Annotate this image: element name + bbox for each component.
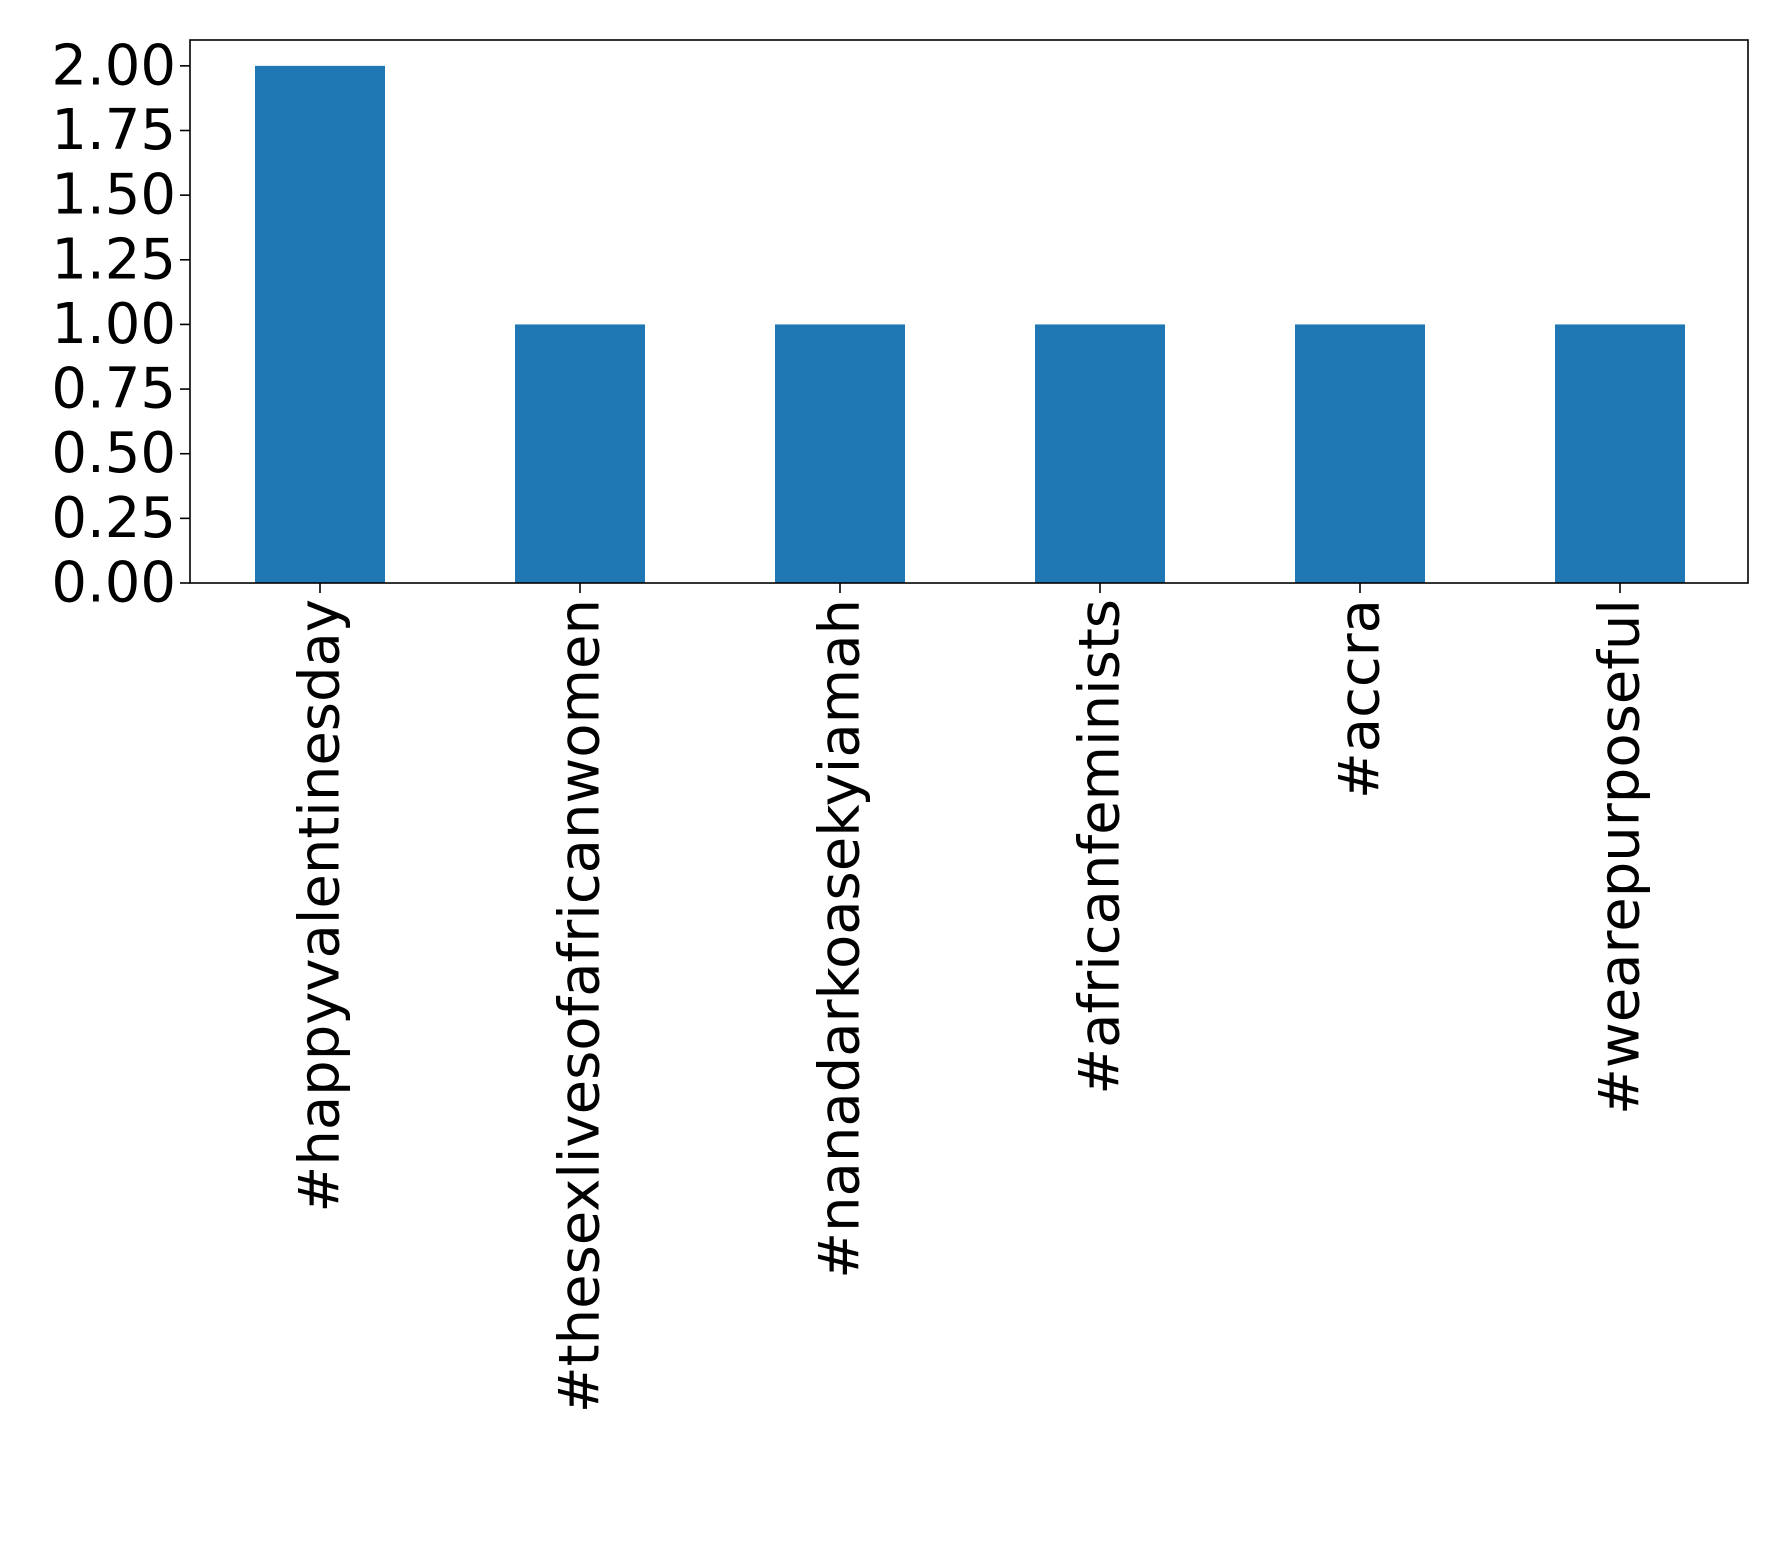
bars-layer (255, 65, 1685, 584)
y-tick-label: 1.75 (51, 98, 176, 163)
x-tick-label: #nanadarkoasekyiamah (808, 599, 873, 1279)
y-tick-label: 1.50 (51, 163, 176, 228)
bar-0 (255, 65, 385, 584)
x-tick-label: #happyvalentinesday (288, 599, 353, 1213)
y-tick-label: 0.00 (51, 551, 176, 616)
y-tick-label: 0.75 (51, 357, 176, 422)
y-axis: 0.000.250.500.751.001.251.501.752.00 (51, 33, 190, 616)
y-tick-label: 0.50 (51, 421, 176, 486)
bar-2 (775, 324, 905, 583)
y-tick-label: 0.25 (51, 486, 176, 551)
y-tick-label: 1.00 (51, 292, 176, 357)
y-tick-label: 2.00 (51, 33, 176, 98)
y-tick-label: 1.25 (51, 227, 176, 292)
bar-3 (1035, 324, 1165, 583)
x-tick-label: #africanfeminists (1068, 599, 1133, 1095)
plot-frame (189, 39, 1749, 584)
x-tick-label: #accra (1328, 599, 1393, 799)
x-tick-label: #wearepurposeful (1588, 599, 1653, 1115)
x-tick-label: #thesexlivesofafricanwomen (548, 599, 613, 1413)
bar-4 (1295, 324, 1425, 583)
bar-5 (1555, 324, 1685, 583)
bar-1 (515, 324, 645, 583)
x-axis: #happyvalentinesday #thesexlivesofafrican… (288, 583, 1653, 1413)
